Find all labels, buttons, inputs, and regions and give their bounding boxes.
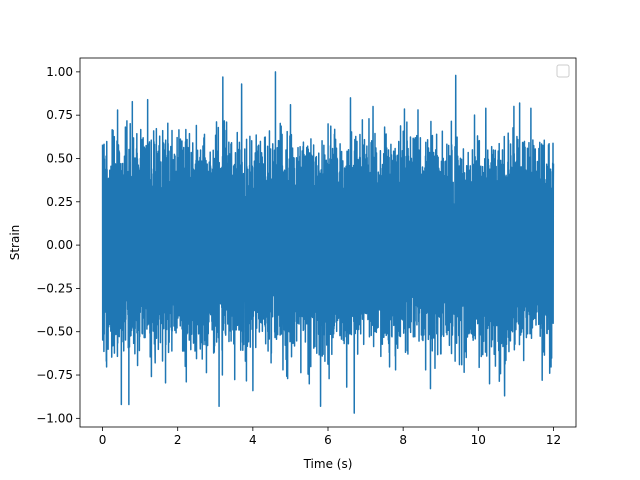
y-tick-label: −1.00 [36, 411, 73, 425]
y-axis-label: Strain [8, 225, 22, 261]
legend-box [556, 64, 570, 78]
y-tick-label: −0.25 [36, 281, 73, 295]
x-tick-label: 0 [99, 433, 107, 447]
y-tick-label: 1.00 [46, 65, 73, 79]
x-axis-label: Time (s) [303, 457, 353, 471]
x-axis: 0 2 4 6 8 10 12 [99, 427, 561, 447]
x-tick-label: 4 [249, 433, 257, 447]
x-tick-label: 6 [324, 433, 332, 447]
x-tick-label: 8 [399, 433, 407, 447]
x-tick-label: 12 [546, 433, 561, 447]
plot-frame [79, 57, 577, 428]
y-tick-label: −0.75 [36, 368, 73, 382]
x-tick-label: 2 [174, 433, 182, 447]
y-tick-label: 0.25 [46, 195, 73, 209]
y-tick-label: 0.75 [46, 108, 73, 122]
y-tick-label: 0.00 [46, 238, 73, 252]
y-axis: −1.00 −0.75 −0.50 −0.25 0.00 0.25 0.50 0.75 1.00 [36, 65, 80, 425]
y-tick-label: −0.50 [36, 325, 73, 339]
strain-series-line [101, 71, 555, 414]
series-layer [101, 71, 555, 414]
y-tick-label: 0.50 [46, 151, 73, 165]
x-tick-label: 10 [471, 433, 486, 447]
